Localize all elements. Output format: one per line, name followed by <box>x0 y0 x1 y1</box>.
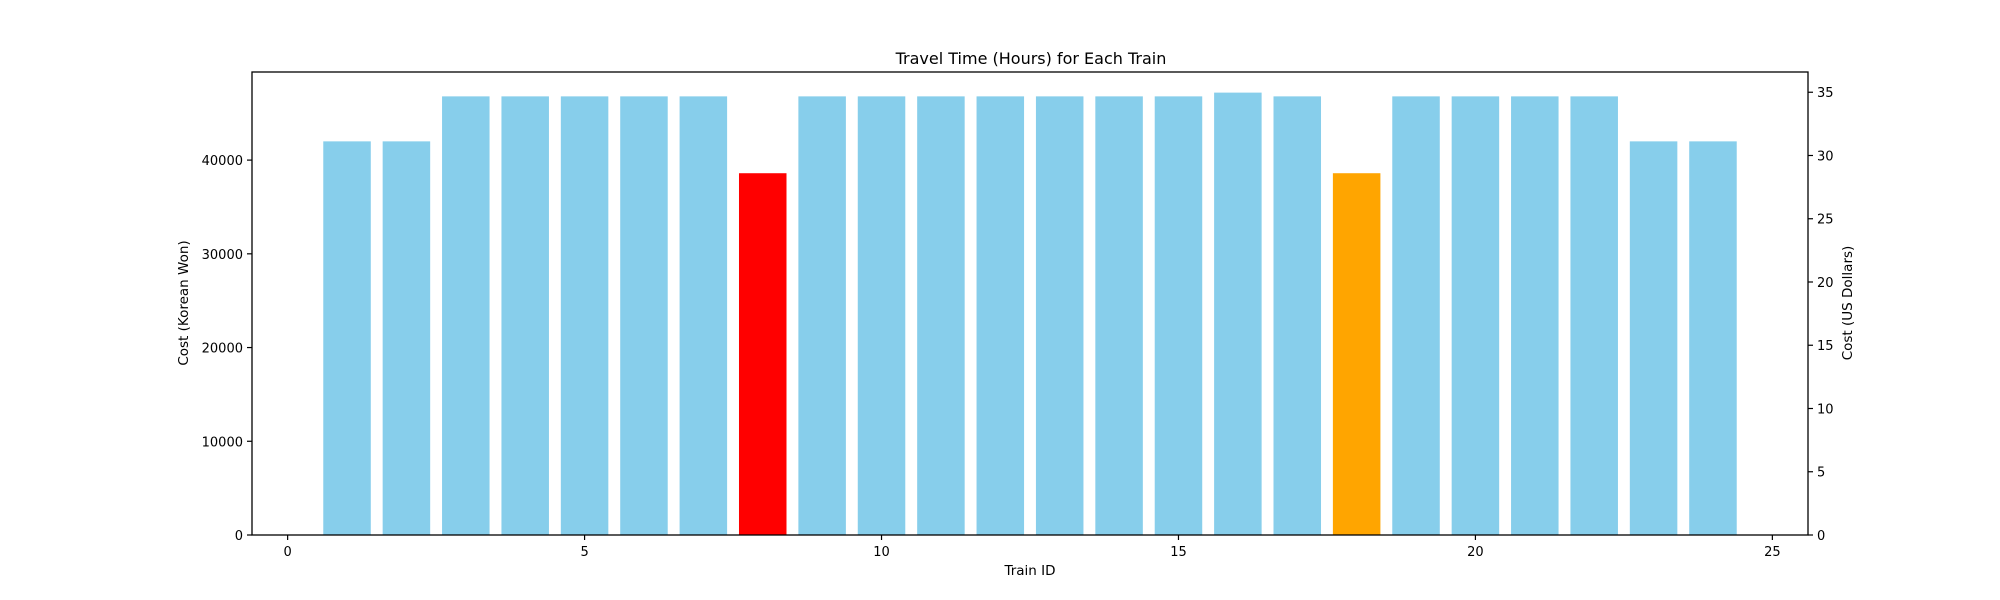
bar-train-3 <box>442 96 490 536</box>
y2-axis-ticks: 0 5 10 15 20 25 30 35 <box>1808 86 1834 544</box>
bar-train-14 <box>1095 96 1143 536</box>
y-tick-label: 40000 <box>202 154 243 169</box>
y2-tick-label: 25 <box>1817 213 1834 228</box>
y-tick-label: 10000 <box>202 435 243 450</box>
y2-tick-label: 10 <box>1817 402 1834 417</box>
bar-train-15 <box>1154 96 1203 536</box>
bar-train-7 <box>679 96 728 536</box>
bar-train-11 <box>917 96 965 536</box>
bar-train-20 <box>1451 96 1500 536</box>
bar-train-6 <box>620 96 668 536</box>
bar-train-4 <box>501 96 549 536</box>
x-tick-label: 15 <box>1170 545 1187 560</box>
x-tick-label: 20 <box>1467 545 1484 560</box>
y-axis-label: Cost (Korean Won) <box>176 240 192 365</box>
bar-train-18 <box>1332 173 1381 535</box>
x-tick-label: 10 <box>873 545 890 560</box>
y2-tick-label: 20 <box>1817 276 1834 291</box>
x-axis-label: Train ID <box>1003 563 1055 579</box>
x-tick-label: 0 <box>283 545 291 560</box>
chart-title: Travel Time (Hours) for Each Train <box>895 49 1167 68</box>
bar-train-1 <box>323 141 371 536</box>
bar-train-2 <box>382 141 431 536</box>
bar-train-10 <box>857 96 906 536</box>
y-tick-label: 20000 <box>202 342 243 357</box>
y2-tick-label: 35 <box>1817 86 1834 101</box>
y2-tick-label: 0 <box>1817 529 1825 544</box>
y2-tick-label: 15 <box>1817 339 1834 354</box>
bar-train-21 <box>1511 96 1559 536</box>
bars-group <box>323 92 1737 536</box>
bar-train-17 <box>1273 96 1322 536</box>
y2-axis-label: Cost (US Dollars) <box>1840 246 1856 361</box>
plot-frame <box>251 71 1809 536</box>
y-axis-ticks: 0 10000 20000 30000 40000 <box>202 154 252 544</box>
x-tick-label: 5 <box>580 545 588 560</box>
bar-train-9 <box>798 96 846 536</box>
y-tick-label: 0 <box>235 529 243 544</box>
x-tick-label: 25 <box>1764 545 1781 560</box>
bar-train-13 <box>1035 96 1084 536</box>
y2-tick-label: 30 <box>1817 149 1834 164</box>
y-tick-label: 30000 <box>202 248 243 263</box>
bar-train-19 <box>1392 96 1440 536</box>
bar-train-12 <box>976 96 1025 536</box>
bar-train-8 <box>738 173 787 535</box>
bar-train-22 <box>1570 96 1618 536</box>
bar-train-24 <box>1689 141 1737 536</box>
bar-train-23 <box>1629 141 1678 536</box>
x-axis-ticks: 0 5 10 15 20 25 <box>283 535 1781 560</box>
bar-train-5 <box>560 96 609 536</box>
bar-train-16 <box>1214 92 1262 536</box>
y2-tick-label: 5 <box>1817 466 1825 481</box>
